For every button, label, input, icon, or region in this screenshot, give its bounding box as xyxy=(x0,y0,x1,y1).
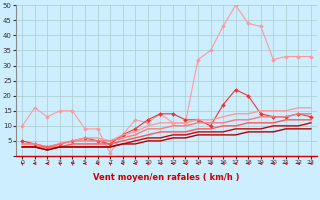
X-axis label: Vent moyen/en rafales ( km/h ): Vent moyen/en rafales ( km/h ) xyxy=(93,174,240,183)
